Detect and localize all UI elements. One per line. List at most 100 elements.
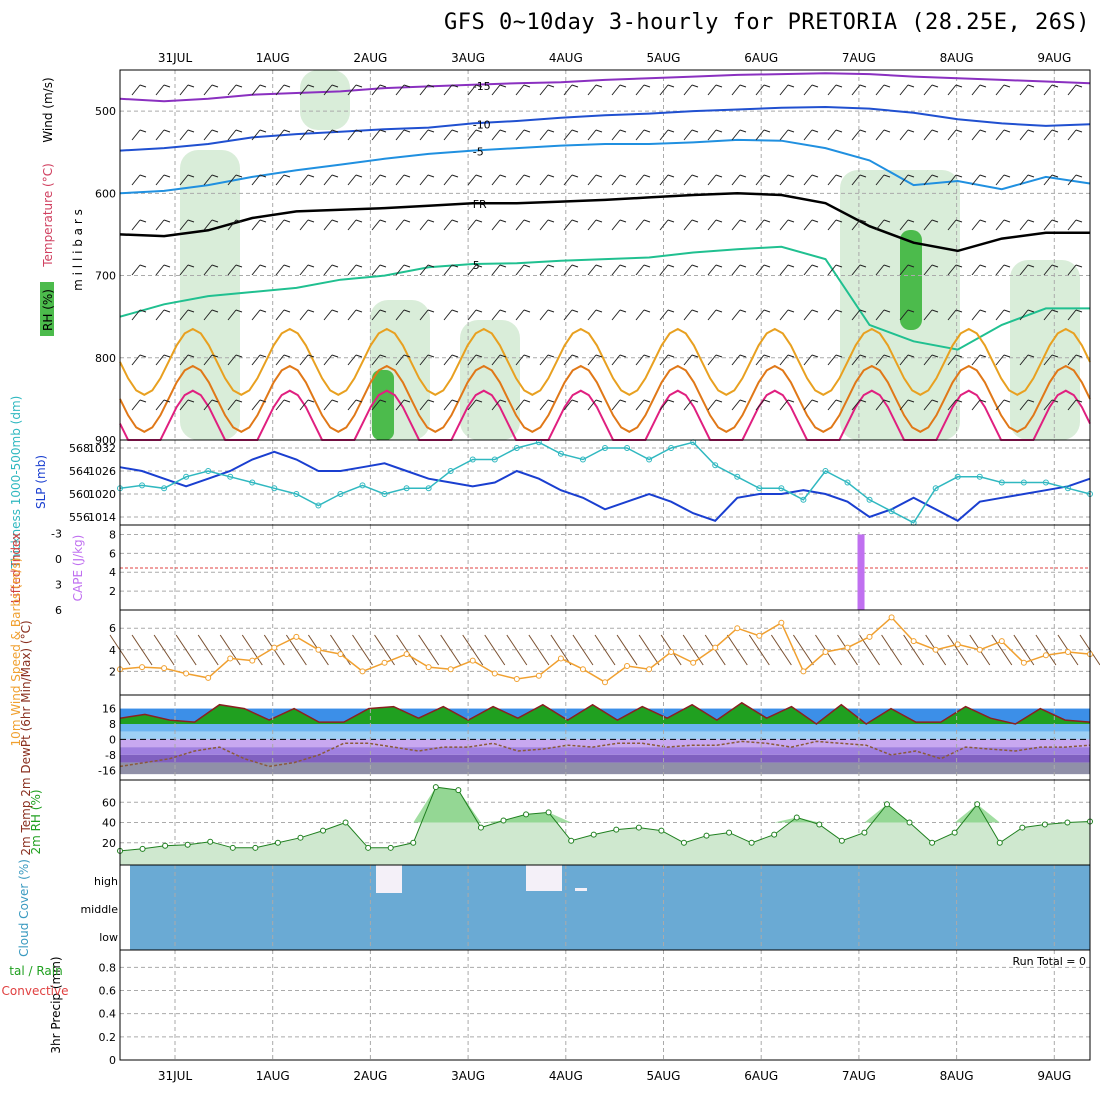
- wind-barb-flag: [931, 309, 939, 313]
- wind-barb: [923, 399, 933, 411]
- wind-barb: [299, 174, 309, 186]
- rh-shade: [1010, 260, 1080, 440]
- wind-barb: [899, 219, 909, 231]
- y-tick-label: 900: [95, 434, 116, 447]
- wind-barb-flag: [1075, 264, 1083, 268]
- rh-point: [477, 824, 484, 831]
- wind-barb-flag: [283, 354, 291, 358]
- surface-wind-barb: [462, 634, 484, 666]
- surface-wind-barb: [638, 634, 660, 666]
- wind-barb-flag: [1003, 354, 1011, 358]
- wind-barb: [515, 174, 525, 186]
- thickness-point: [249, 479, 256, 486]
- wind-point: [1064, 648, 1071, 655]
- wind-barb-flag: [1027, 129, 1035, 133]
- wind-barb-flag: [859, 264, 867, 268]
- wind-point: [161, 665, 168, 672]
- y-axis-label: 10m Wind Speed & Barbs (m/s): [9, 558, 23, 747]
- y-tick-right: 6: [109, 547, 116, 560]
- surface-wind-barb: [219, 634, 241, 666]
- wind-barb: [923, 84, 933, 96]
- y-tick-right: 8: [109, 528, 116, 541]
- wind-barb-flag: [1075, 84, 1083, 88]
- wind-barb-flag: [523, 264, 531, 268]
- wind-barb-flag: [259, 309, 267, 313]
- temp-band: [120, 747, 1090, 755]
- wind-barb: [899, 174, 909, 186]
- wind-barb-flag: [979, 399, 987, 403]
- wind-barb: [851, 174, 861, 186]
- wind-barb: [947, 129, 957, 141]
- wind-barb: [323, 84, 333, 96]
- slp-panel: [119, 439, 1091, 526]
- wind-barb: [443, 354, 453, 366]
- wind-barb-flag: [475, 399, 483, 403]
- wind-barb-flag: [451, 174, 459, 178]
- wind-barb-flag: [499, 174, 507, 178]
- wind-barb: [419, 354, 429, 366]
- y-tick-label: 8: [109, 718, 116, 731]
- wind-barb-flag: [283, 174, 291, 178]
- wind-barb: [155, 399, 165, 411]
- wind-barb-flag: [787, 264, 795, 268]
- wind-barb: [1067, 129, 1077, 141]
- wind-barb: [683, 399, 693, 411]
- wind-barb-flag: [1027, 354, 1035, 358]
- wind-barb: [347, 129, 357, 141]
- surface-wind-barb: [594, 634, 616, 666]
- wind-barb: [299, 399, 309, 411]
- wind-barb: [467, 219, 477, 231]
- wind-barb-flag: [691, 354, 699, 358]
- wind-barb: [659, 309, 669, 321]
- thickness-point: [183, 473, 190, 480]
- date-label-bottom: 4AUG: [549, 1069, 583, 1083]
- wind-barb: [539, 399, 549, 411]
- wind-barb: [419, 399, 429, 411]
- surface-wind-barb: [506, 634, 528, 666]
- wind-barb: [803, 399, 813, 411]
- wind-barb: [467, 309, 477, 321]
- wind-barb: [371, 174, 381, 186]
- wind-barb: [371, 219, 381, 231]
- wind-barb-flag: [163, 129, 171, 133]
- wind-barb-flag: [571, 174, 579, 178]
- wind-barb-flag: [1003, 219, 1011, 223]
- wind-barb: [155, 174, 165, 186]
- surface-wind-barb: [682, 634, 704, 666]
- wind-barb: [299, 84, 309, 96]
- wind-barb-flag: [163, 84, 171, 88]
- wind-barb-flag: [547, 354, 555, 358]
- date-label-top: 2AUG: [353, 51, 387, 65]
- wind-barb-flag: [1075, 399, 1083, 403]
- wind-barb-flag: [139, 219, 147, 223]
- wind-barb: [227, 354, 237, 366]
- date-label-bottom: 3AUG: [451, 1069, 485, 1083]
- wind-barb: [971, 219, 981, 231]
- wind-barb: [491, 174, 501, 186]
- wind-barb-flag: [667, 219, 675, 223]
- wind-barb-flag: [403, 309, 411, 313]
- wind-barb-flag: [235, 309, 243, 313]
- series-slp: [119, 450, 1091, 523]
- wind-barb: [1043, 84, 1053, 96]
- wind-barb-flag: [1027, 264, 1035, 268]
- wind-barb: [131, 129, 141, 141]
- wind-barb: [851, 129, 861, 141]
- wind-barb-flag: [355, 129, 363, 133]
- wind-barb: [395, 219, 405, 231]
- wind-barb-flag: [1075, 309, 1083, 313]
- wind-barb-flag: [379, 219, 387, 223]
- wind-barb: [443, 219, 453, 231]
- wind-barb-flag: [547, 174, 555, 178]
- wind-barb: [323, 264, 333, 276]
- thickness-point: [624, 445, 631, 451]
- y-tick-label: -8: [105, 749, 116, 762]
- wind-barb: [803, 309, 813, 321]
- wind-barb-flag: [259, 219, 267, 223]
- y-tick-label: 0.8: [99, 961, 117, 974]
- y-tick-right: 1032: [88, 442, 116, 455]
- wind-barb: [131, 84, 141, 96]
- wind-barb: [707, 174, 717, 186]
- wind-barb: [731, 264, 741, 276]
- y-tick-label: 2: [109, 665, 116, 678]
